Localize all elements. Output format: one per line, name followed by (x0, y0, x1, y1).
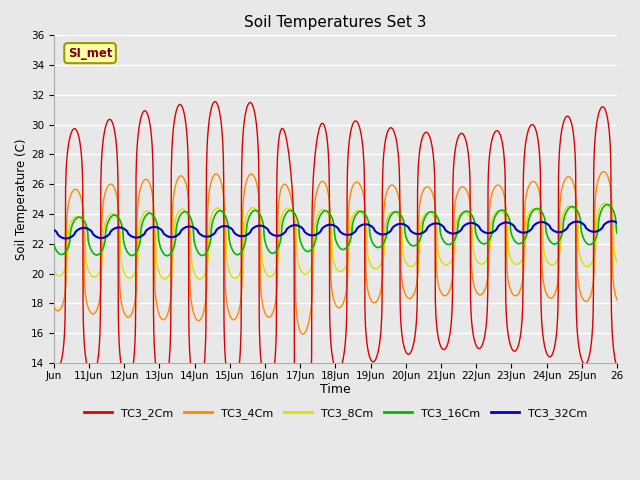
Legend: TC3_2Cm, TC3_4Cm, TC3_8Cm, TC3_16Cm, TC3_32Cm: TC3_2Cm, TC3_4Cm, TC3_8Cm, TC3_16Cm, TC3… (79, 403, 591, 423)
Title: Soil Temperatures Set 3: Soil Temperatures Set 3 (244, 15, 427, 30)
Y-axis label: Soil Temperature (C): Soil Temperature (C) (15, 138, 28, 260)
X-axis label: Time: Time (320, 384, 351, 396)
Text: SI_met: SI_met (68, 47, 113, 60)
